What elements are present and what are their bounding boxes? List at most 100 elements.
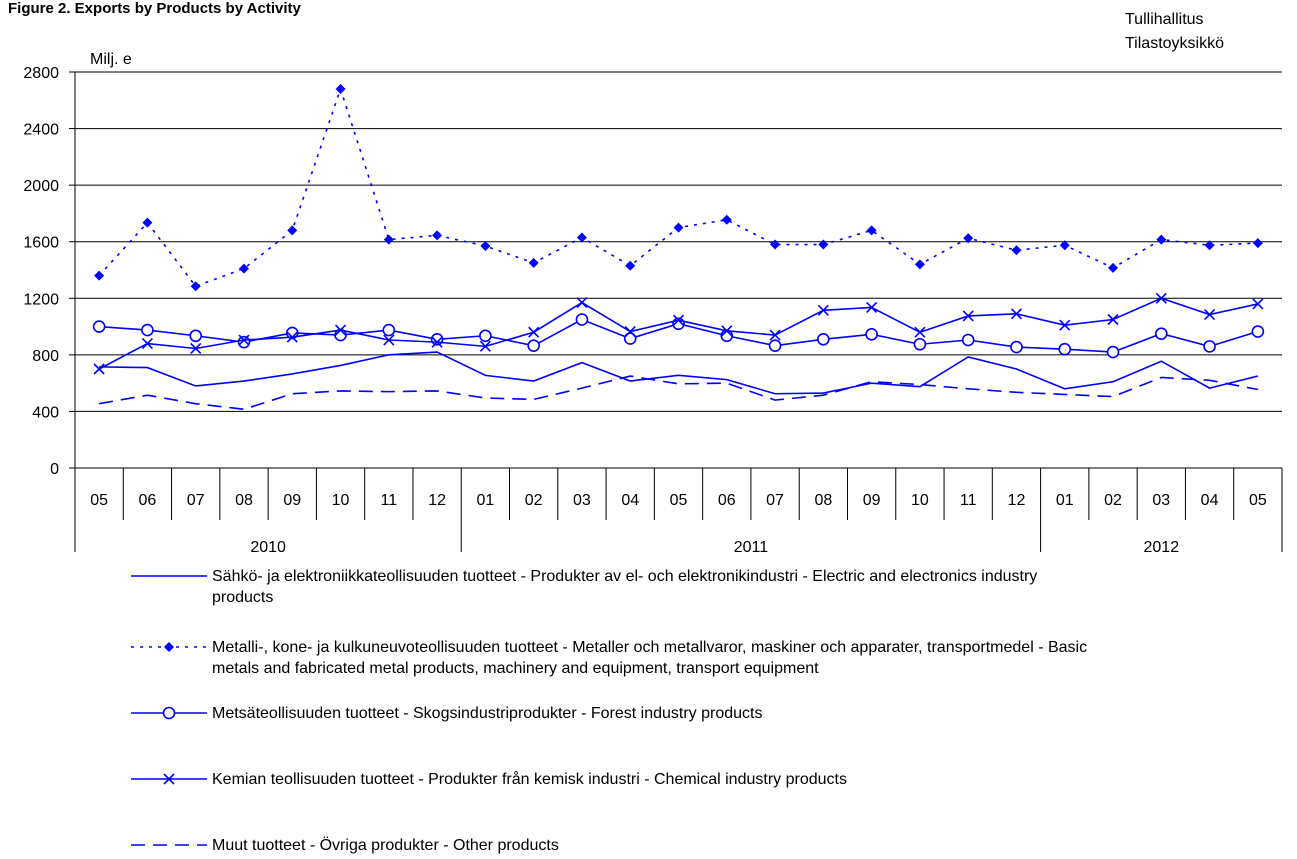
legend: Sähkö- ja elektroniikkateollisuuden tuot…: [131, 568, 1087, 854]
x-tick-label: 01: [476, 492, 494, 509]
data-point-circle: [575, 313, 589, 326]
x-marker-stroke: [190, 342, 202, 355]
data-point-diamond: [673, 222, 684, 233]
x-marker-stroke: [1059, 319, 1071, 331]
data-point-diamond: [335, 83, 346, 94]
x-tick-label: 02: [1104, 492, 1122, 509]
data-point-x: [817, 304, 829, 316]
data-point-x: [334, 324, 347, 336]
data-point-x: [576, 296, 588, 309]
data-point-circle: [237, 335, 251, 349]
x-marker-stroke: [383, 334, 395, 346]
data-point-circle: [623, 332, 637, 345]
series-2: [94, 83, 1263, 292]
gridlines: [75, 71, 1282, 412]
x-tick-label: 05: [1249, 492, 1267, 509]
y-tick-label: 2800: [23, 65, 59, 82]
y-tick-label: 2400: [23, 122, 59, 139]
data-point-diamond: [1108, 262, 1119, 273]
data-point-circle: [162, 706, 176, 720]
x-marker-stroke: [528, 326, 540, 338]
x-tick-label: 10: [911, 492, 929, 509]
x-tick-label: 01: [1056, 492, 1074, 509]
x-marker-stroke: [163, 773, 175, 785]
axes: 0 400 800 1200 1600 2000 2400 2800 Milj. e 05 06 07…: [23, 51, 1283, 556]
x-marker-stroke: [962, 310, 974, 322]
chart-title: Figure 2. Exports by Products by Activit…: [8, 0, 301, 17]
data-point-x: [721, 325, 733, 337]
series-3: [92, 313, 1265, 359]
source-line-1: Tullihallitus: [1125, 11, 1204, 28]
data-point-x: [93, 363, 105, 375]
x-tick-label: 09: [863, 492, 881, 509]
series-line: [99, 375, 1259, 411]
x-marker-stroke: [1010, 308, 1023, 320]
data-point-diamond: [576, 232, 587, 243]
series-line: [98, 86, 1258, 288]
data-point-circle: [961, 333, 975, 347]
data-point-x: [286, 331, 298, 343]
x-tick-label: 08: [814, 492, 832, 509]
data-point-diamond: [866, 225, 877, 236]
legend-item: Sähkö- ja elektroniikkateollisuuden tuot…: [131, 568, 1037, 606]
x-tick-label: 05: [90, 492, 108, 509]
data-point-x: [1059, 319, 1071, 331]
series-1: [99, 351, 1259, 395]
y-axis-label: Milj. e: [90, 51, 132, 68]
x-tick-label: 07: [187, 492, 205, 509]
x-tick-label: 10: [332, 492, 350, 509]
data-point-diamond: [287, 225, 298, 236]
x-tick-label: 07: [766, 492, 784, 509]
x-marker-stroke: [479, 340, 491, 352]
legend-item: Metsäteollisuuden tuotteet - Skogsindust…: [131, 705, 763, 722]
x-tick-label: 11: [381, 492, 398, 509]
legend-label: Metsäteollisuuden tuotteet - Skogsindust…: [212, 705, 763, 722]
data-point-x: [1204, 308, 1216, 321]
data-point-x: [528, 326, 540, 338]
data-point-x: [479, 340, 491, 352]
data-point-x: [866, 301, 878, 314]
x-marker-stroke: [1204, 308, 1216, 321]
legend-item: Muut tuotteet - Övriga produkter - Other…: [131, 836, 559, 854]
x-marker-stroke: [672, 314, 685, 326]
legend-label: Kemian teollisuuden tuotteet - Produkter…: [212, 770, 847, 788]
data-point-circle: [768, 339, 782, 352]
data-point-circle: [865, 328, 878, 341]
y-tick-label: 2000: [23, 178, 59, 195]
legend-label: Muut tuotteet - Övriga produkter - Other…: [212, 836, 559, 854]
data-point-circle: [479, 329, 492, 343]
data-point-diamond: [432, 230, 443, 241]
data-point-x: [962, 310, 974, 322]
plot-area: [92, 83, 1265, 411]
x-marker-stroke: [141, 337, 153, 350]
x-marker-stroke: [238, 334, 250, 346]
data-point-diamond: [1059, 240, 1070, 251]
data-point-diamond: [142, 217, 153, 228]
x-marker-stroke: [286, 331, 298, 343]
x-tick-label: 06: [718, 492, 736, 509]
data-point-circle: [189, 329, 202, 343]
x-marker-stroke: [93, 363, 105, 375]
y-tick-label: 1200: [23, 291, 59, 308]
data-point-x: [1252, 298, 1264, 310]
x-tick-label: 12: [428, 492, 446, 509]
data-point-circle: [1106, 345, 1120, 359]
x-tick-label: 05: [670, 492, 688, 509]
series-4: [93, 292, 1264, 375]
legend-item: Kemian teollisuuden tuotteet - Produkter…: [131, 770, 847, 788]
data-point-diamond: [1252, 238, 1263, 249]
data-point-x: [1155, 292, 1167, 304]
data-point-diamond: [1156, 234, 1167, 245]
data-point-circle: [141, 323, 154, 337]
series-line: [99, 351, 1259, 395]
x-marker-stroke: [721, 325, 733, 337]
y-tick-label: 1600: [23, 235, 59, 252]
data-point-x: [163, 773, 175, 785]
x-marker-stroke: [817, 304, 829, 316]
x-tick-label: 04: [621, 492, 639, 509]
data-point-x: [1010, 308, 1023, 320]
data-point-x: [141, 337, 153, 350]
x-tick-label: 11: [960, 492, 977, 509]
data-point-diamond: [721, 214, 732, 225]
